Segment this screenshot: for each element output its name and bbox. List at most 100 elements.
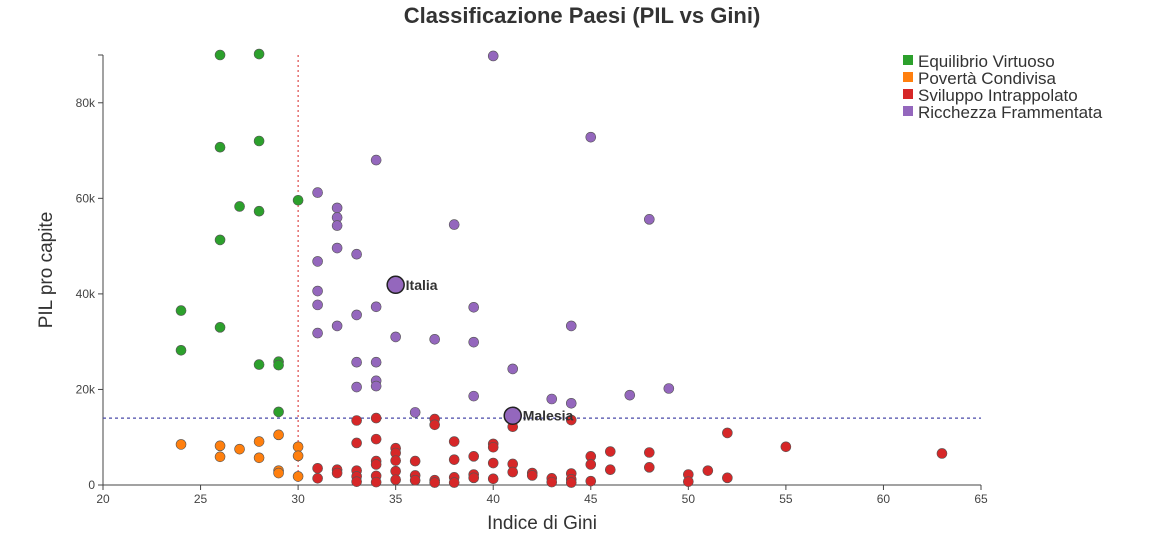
data-point — [409, 474, 421, 486]
data-point — [175, 439, 187, 450]
data-point — [370, 476, 382, 488]
legend-swatch — [903, 72, 913, 82]
y-tick-label: 40k — [76, 287, 96, 301]
legend-swatch — [903, 89, 913, 99]
data-point — [644, 214, 655, 225]
x-tick-label: 25 — [194, 492, 208, 506]
data-point — [448, 219, 460, 230]
data-point — [234, 201, 245, 212]
data-point — [214, 440, 226, 452]
data-point — [292, 450, 304, 462]
y-tick-label: 0 — [88, 478, 95, 492]
data-point — [468, 390, 480, 402]
data-point — [214, 49, 226, 61]
legend-swatch — [903, 55, 913, 65]
data-point — [390, 331, 401, 343]
x-axis-title: Indice di Gini — [487, 513, 597, 534]
data-point — [644, 462, 655, 473]
data-point — [780, 441, 792, 453]
data-point — [507, 363, 519, 375]
data-point — [604, 446, 616, 457]
data-point — [253, 48, 265, 60]
data-point — [663, 383, 675, 394]
data-point — [370, 301, 382, 313]
data-point — [331, 202, 343, 214]
chart-title: Classificazione Paesi (PIL vs Gini) — [404, 3, 761, 28]
y-tick-label: 20k — [76, 382, 96, 396]
x-tick-label: 45 — [584, 492, 598, 506]
data-point — [234, 443, 245, 455]
data-point — [702, 465, 714, 476]
data-point — [214, 141, 226, 153]
data-point — [468, 451, 480, 462]
plot-area: 20 25 30 35 40 45 50 55 60 65 0 20k 40k 60k 80k Italia M… — [76, 48, 988, 506]
data-point — [487, 50, 499, 62]
x-tick-label: 40 — [487, 492, 501, 506]
data-point — [429, 477, 440, 488]
data-point — [312, 473, 323, 484]
highlight-label: Italia — [406, 277, 438, 293]
legend-label: Povertà Condivisa — [918, 69, 1057, 88]
data-point — [722, 472, 733, 484]
data-point — [722, 427, 733, 439]
data-point — [565, 477, 577, 488]
data-point — [331, 320, 343, 332]
highlight-label: Malesia — [523, 408, 574, 424]
data-point — [585, 131, 597, 143]
series-1 — [175, 429, 304, 482]
data-point — [448, 477, 460, 488]
data-point — [312, 285, 323, 297]
data-point — [292, 194, 304, 206]
data-point — [565, 414, 577, 426]
data-point — [351, 415, 362, 426]
data-point — [448, 454, 460, 465]
data-point — [683, 476, 694, 487]
data-point — [214, 234, 226, 246]
data-point — [292, 471, 304, 482]
series-0 — [175, 48, 304, 418]
data-point — [370, 412, 382, 424]
data-point — [331, 467, 343, 479]
data-point — [487, 441, 499, 453]
data-point — [331, 242, 343, 254]
data-point — [624, 389, 636, 401]
data-point — [468, 301, 480, 313]
data-point — [468, 472, 480, 484]
legend-label: Equilibrio Virtuoso — [918, 52, 1055, 71]
data-point — [312, 299, 323, 311]
data-point — [468, 336, 480, 348]
data-point — [312, 187, 323, 198]
data-point — [175, 305, 187, 316]
data-point — [487, 457, 499, 469]
data-point — [565, 397, 577, 409]
data-point — [585, 459, 597, 470]
data-point — [370, 433, 382, 445]
data-point — [507, 466, 519, 478]
data-point — [936, 448, 948, 459]
data-point — [526, 470, 538, 481]
data-point — [370, 380, 382, 392]
data-point — [585, 475, 597, 487]
data-point — [448, 436, 460, 447]
series-2 — [312, 412, 948, 488]
data-point — [351, 309, 362, 321]
data-point — [273, 359, 284, 371]
data-point — [312, 327, 323, 339]
data-point — [331, 220, 343, 231]
data-point — [546, 393, 558, 405]
data-point — [273, 429, 284, 441]
data-point — [351, 356, 362, 368]
data-point — [351, 437, 362, 449]
data-point — [273, 467, 284, 479]
data-point — [409, 455, 421, 467]
data-point — [487, 473, 499, 485]
data-point — [273, 406, 284, 418]
data-point — [175, 344, 187, 356]
data-point — [370, 459, 382, 470]
x-tick-label: 60 — [877, 492, 891, 506]
data-point — [351, 476, 362, 487]
data-point — [565, 320, 577, 332]
legend-swatch — [903, 106, 913, 116]
